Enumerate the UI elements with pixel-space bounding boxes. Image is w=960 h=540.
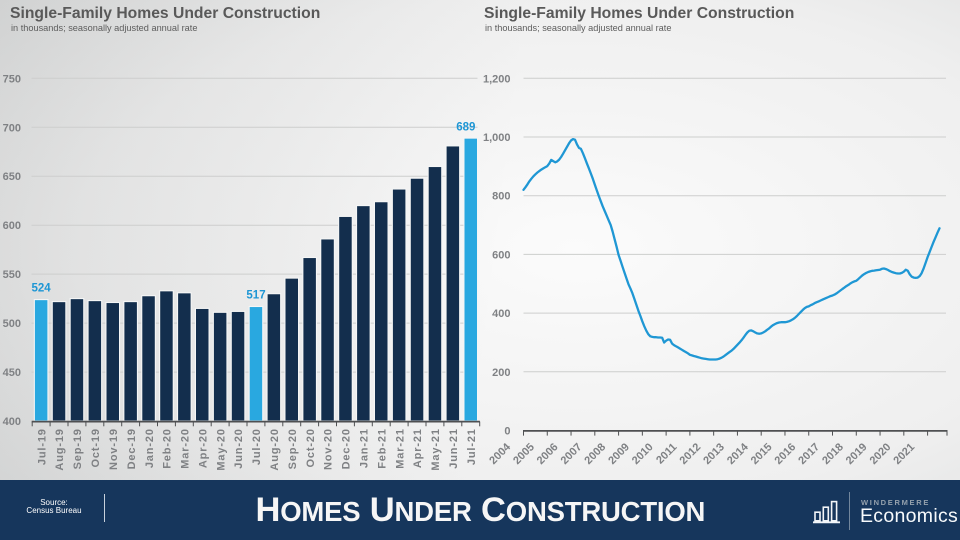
svg-text:Feb-20: Feb-20 <box>162 428 174 469</box>
svg-text:Feb-21: Feb-21 <box>376 428 388 469</box>
svg-text:2016: 2016 <box>773 441 799 467</box>
svg-text:Apr-21: Apr-21 <box>412 428 424 468</box>
svg-text:Nov-20: Nov-20 <box>323 428 335 470</box>
svg-text:2021: 2021 <box>891 441 917 467</box>
svg-text:2014: 2014 <box>725 441 751 467</box>
svg-text:Jan-21: Jan-21 <box>359 428 371 468</box>
svg-text:2006: 2006 <box>535 441 561 467</box>
svg-text:524: 524 <box>32 283 52 295</box>
svg-text:1,000: 1,000 <box>483 132 511 144</box>
svg-text:689: 689 <box>456 122 475 134</box>
svg-text:Nov-19: Nov-19 <box>108 428 120 470</box>
svg-text:600: 600 <box>492 249 510 261</box>
svg-text:2010: 2010 <box>630 441 656 467</box>
svg-text:2012: 2012 <box>678 441 704 467</box>
svg-text:600: 600 <box>3 220 21 232</box>
svg-text:700: 700 <box>3 122 21 134</box>
svg-text:2007: 2007 <box>559 441 585 467</box>
svg-text:Sep-20: Sep-20 <box>287 428 299 469</box>
svg-text:400: 400 <box>492 308 510 320</box>
svg-text:2004: 2004 <box>487 441 513 467</box>
svg-text:800: 800 <box>492 191 510 203</box>
svg-text:450: 450 <box>3 367 21 379</box>
svg-text:650: 650 <box>3 171 21 183</box>
svg-text:Aug-19: Aug-19 <box>54 428 66 470</box>
svg-text:May-21: May-21 <box>430 428 442 470</box>
svg-text:0: 0 <box>504 426 510 438</box>
svg-text:Jun-21: Jun-21 <box>448 428 460 469</box>
svg-text:2011: 2011 <box>654 441 679 466</box>
svg-text:Mar-21: Mar-21 <box>394 428 406 469</box>
svg-text:2008: 2008 <box>582 441 608 467</box>
svg-text:517: 517 <box>246 290 265 302</box>
svg-text:2015: 2015 <box>749 441 775 467</box>
svg-text:400: 400 <box>3 416 21 428</box>
svg-text:Sep-19: Sep-19 <box>72 428 84 469</box>
svg-text:750: 750 <box>3 73 21 85</box>
svg-text:Aug-20: Aug-20 <box>269 428 281 470</box>
svg-text:Jul-19: Jul-19 <box>36 428 48 465</box>
svg-text:Jun-20: Jun-20 <box>233 428 245 469</box>
svg-text:Jan-20: Jan-20 <box>144 428 156 468</box>
svg-text:2005: 2005 <box>511 441 537 467</box>
svg-text:May-20: May-20 <box>215 428 227 470</box>
svg-text:2017: 2017 <box>796 441 822 467</box>
svg-text:Dec-19: Dec-19 <box>126 428 138 469</box>
svg-text:Jul-21: Jul-21 <box>466 428 478 465</box>
svg-text:2009: 2009 <box>606 441 632 467</box>
svg-text:2013: 2013 <box>701 441 727 467</box>
svg-text:Jul-20: Jul-20 <box>251 428 263 465</box>
svg-text:200: 200 <box>492 367 510 379</box>
svg-text:Dec-20: Dec-20 <box>341 428 353 469</box>
svg-text:550: 550 <box>3 269 21 281</box>
svg-text:Mar-20: Mar-20 <box>180 428 192 469</box>
svg-text:1,200: 1,200 <box>483 73 511 85</box>
svg-text:Oct-19: Oct-19 <box>90 428 102 467</box>
svg-text:2018: 2018 <box>820 441 846 467</box>
svg-text:Oct-20: Oct-20 <box>305 428 317 467</box>
svg-text:Apr-20: Apr-20 <box>198 428 210 468</box>
svg-text:2020: 2020 <box>868 441 894 467</box>
svg-text:500: 500 <box>3 318 21 330</box>
svg-text:2019: 2019 <box>844 441 870 467</box>
